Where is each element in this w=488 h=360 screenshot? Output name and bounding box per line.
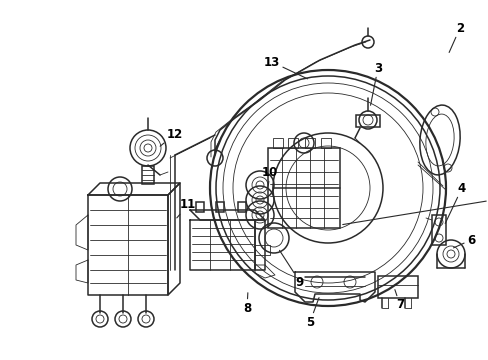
Text: 5: 5 — [305, 298, 318, 328]
Bar — [287, 138, 297, 148]
Bar — [377, 276, 417, 298]
Bar — [320, 138, 330, 148]
Text: 3: 3 — [370, 62, 381, 105]
Text: 11: 11 — [177, 198, 196, 218]
Bar — [267, 148, 339, 228]
Bar — [142, 166, 154, 184]
Text: 1: 1 — [342, 194, 488, 225]
Text: 7: 7 — [394, 290, 403, 311]
Bar — [305, 138, 314, 148]
Text: 10: 10 — [262, 166, 278, 185]
Text: 4: 4 — [444, 181, 465, 224]
Text: 6: 6 — [452, 234, 474, 248]
Text: 12: 12 — [160, 127, 183, 146]
Bar — [355, 115, 379, 127]
Bar — [238, 202, 245, 212]
Text: 9: 9 — [279, 250, 304, 288]
Text: 2: 2 — [448, 22, 463, 53]
Bar — [431, 215, 445, 245]
Bar — [196, 202, 203, 212]
Text: 13: 13 — [264, 55, 307, 79]
Bar — [216, 202, 224, 212]
Text: 8: 8 — [243, 293, 251, 315]
Bar — [272, 138, 283, 148]
